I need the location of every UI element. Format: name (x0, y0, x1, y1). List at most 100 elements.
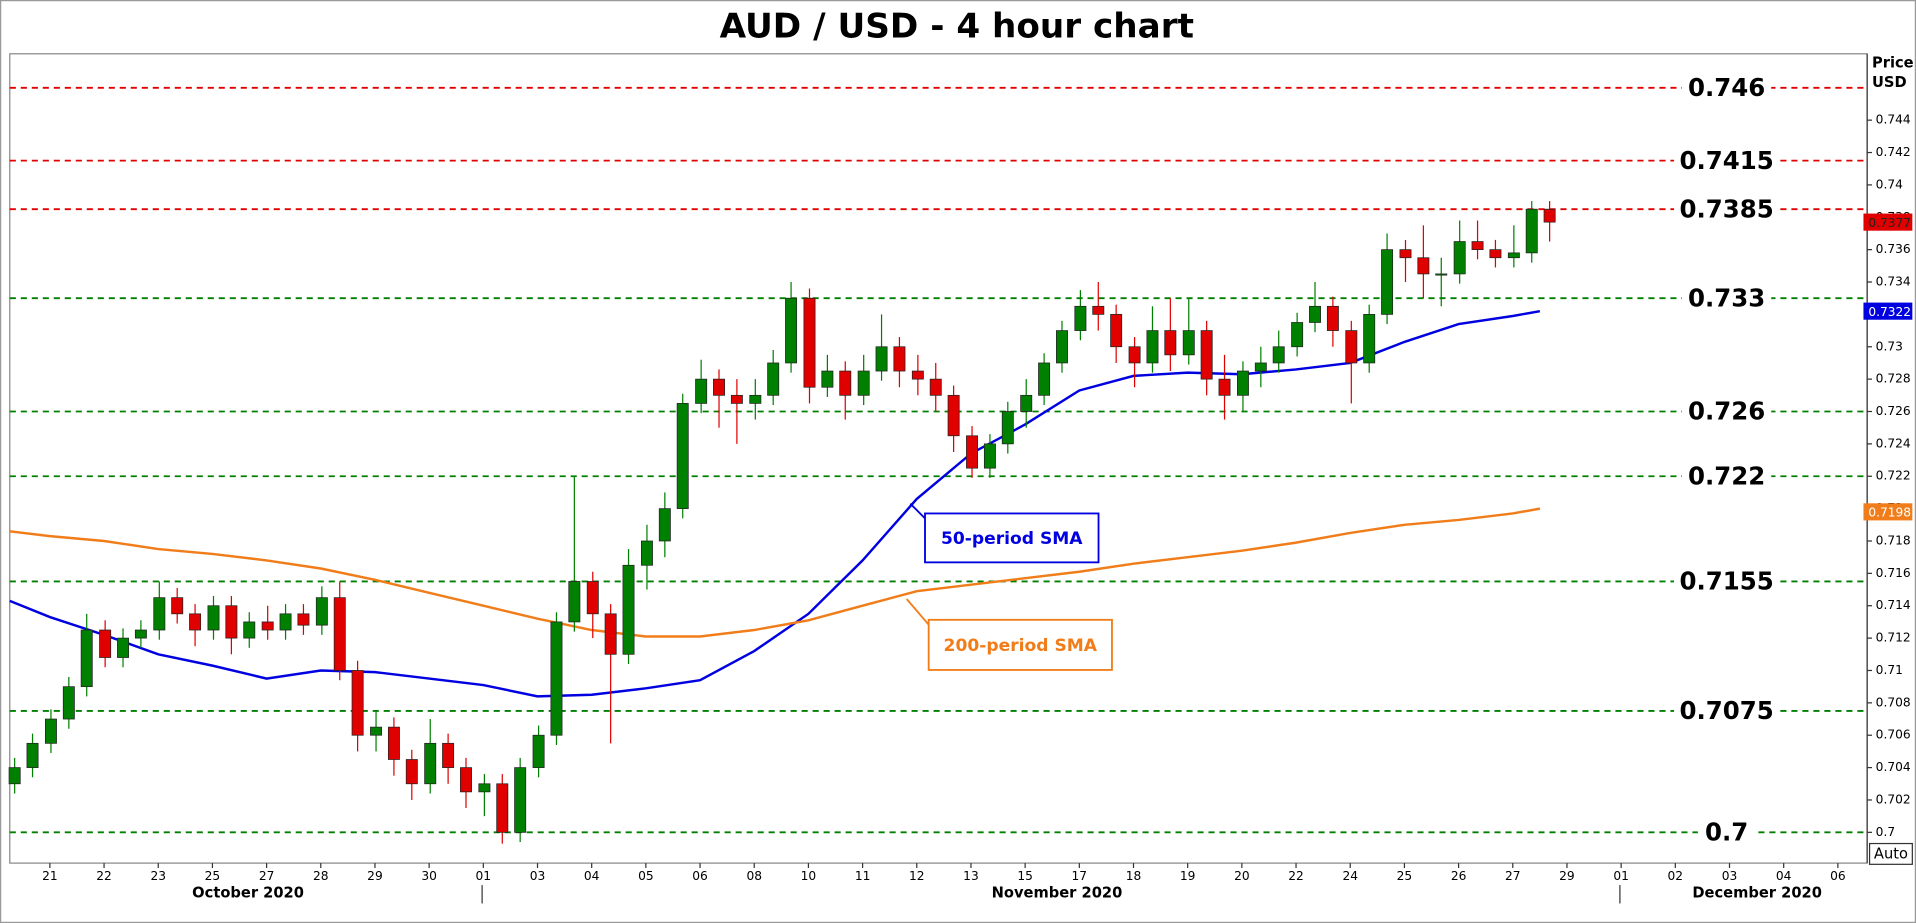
x-tick-label: 23 (150, 869, 166, 883)
candle-body (117, 637, 129, 658)
candle-body (370, 726, 383, 736)
x-tick-label: 21 (42, 869, 58, 883)
candle-body (333, 597, 346, 671)
month-label: October 2020 (192, 885, 304, 902)
candle-body (279, 613, 292, 631)
x-tick-label: 29 (1559, 869, 1575, 883)
candle-body (478, 783, 491, 793)
y-tick-label: 0.734 (1876, 275, 1911, 289)
auto-button-bg[interactable] (1868, 842, 1913, 865)
level-label-bg (1674, 147, 1780, 175)
level-label-bg (1674, 195, 1780, 223)
candle-body (1092, 305, 1105, 315)
x-tick-label: 28 (313, 869, 329, 883)
y-tick-label: 0.724 (1876, 436, 1911, 450)
candle-body (1056, 330, 1068, 364)
level-label: 0.7415 (1679, 146, 1773, 175)
candle-body (1146, 330, 1159, 364)
x-tick-label: 04 (1776, 869, 1792, 883)
y-tick-label: 0.702 (1876, 792, 1911, 806)
x-tick-label: 22 (96, 869, 112, 883)
sma-line (9, 507, 1541, 638)
last-price-box (1863, 503, 1913, 521)
candle-body (496, 783, 509, 833)
candle-body (44, 718, 57, 744)
candle-body (713, 378, 725, 396)
y-tick-label: 0.712 (1876, 631, 1911, 645)
candle-body (1326, 305, 1339, 331)
candle-body (26, 742, 39, 768)
candle-body (134, 629, 147, 639)
candle-body (62, 686, 75, 720)
annotation-text: 50-period SMA (941, 529, 1083, 549)
x-tick-label: 11 (855, 869, 871, 883)
last-price-box (1863, 213, 1913, 231)
level-label-bg (1697, 818, 1756, 846)
candle-body (839, 370, 852, 396)
x-tick-label: 30 (421, 869, 437, 883)
y-tick-label: 0.73 (1876, 339, 1903, 353)
candle-body (1507, 252, 1520, 259)
level-label-bg (1674, 568, 1780, 595)
annotation-box (924, 512, 1100, 564)
candle-body (966, 435, 979, 469)
x-tick-label: 04 (584, 869, 600, 883)
candle-body (1074, 305, 1087, 331)
last-price-label: 0.7198 (1868, 506, 1911, 520)
candle-body (1345, 330, 1358, 364)
candle-body (171, 597, 184, 615)
candle-body (189, 613, 202, 631)
x-tick-label: 17 (1072, 869, 1088, 883)
candle-body (1182, 330, 1195, 356)
candle-body (424, 742, 437, 785)
y-tick-label: 0.714 (1876, 598, 1911, 612)
auto-button[interactable]: Auto (1874, 846, 1908, 863)
candle-body (875, 346, 888, 372)
x-tick-label: 06 (1830, 869, 1846, 883)
y-tick-label: 0.744 (1876, 113, 1911, 127)
x-tick-label: 03 (1722, 869, 1738, 883)
candle-body (207, 605, 220, 631)
x-tick-label: 02 (1668, 869, 1684, 883)
candle-body (568, 581, 581, 623)
candle-body (405, 759, 418, 785)
last-price-label: 0.7322 (1868, 305, 1911, 319)
candle-body (261, 621, 274, 631)
candle-body (1020, 394, 1033, 412)
level-label: 0.7155 (1679, 567, 1773, 596)
candle-body (225, 605, 238, 639)
x-tick-label: 13 (963, 869, 979, 883)
x-tick-label: 27 (259, 869, 275, 883)
candle-body (1363, 314, 1376, 364)
candle-body (622, 564, 635, 655)
x-tick-label: 19 (1180, 869, 1196, 883)
level-label: 0.733 (1688, 283, 1765, 312)
candle-body (1164, 330, 1177, 356)
y-tick-label: 0.722 (1876, 469, 1911, 483)
x-tick-label: 15 (1017, 869, 1033, 883)
x-tick-label: 25 (205, 869, 221, 883)
candle-body (80, 629, 93, 688)
month-label: December 2020 (1692, 885, 1822, 902)
x-tick-label: 01 (476, 869, 492, 883)
candle-body (785, 297, 798, 364)
candle-body (983, 443, 996, 469)
x-tick-label: 08 (746, 869, 762, 883)
y-tick-label: 0.718 (1876, 533, 1911, 547)
y-tick-label: 0.726 (1876, 404, 1911, 418)
candle-body (767, 362, 780, 396)
candle-body (803, 297, 816, 388)
candle-body (1543, 208, 1556, 223)
x-tick-label: 05 (638, 869, 654, 883)
annotation-box (927, 618, 1113, 671)
candle-body (1110, 314, 1123, 348)
y-axis-label: USD (1872, 74, 1907, 91)
annotation-text: 200-period SMA (944, 636, 1098, 656)
candle-body (911, 370, 924, 380)
y-tick-label: 0.704 (1876, 760, 1911, 774)
candle-body (604, 613, 617, 655)
candle-body (297, 613, 310, 626)
candle-body (893, 346, 906, 372)
